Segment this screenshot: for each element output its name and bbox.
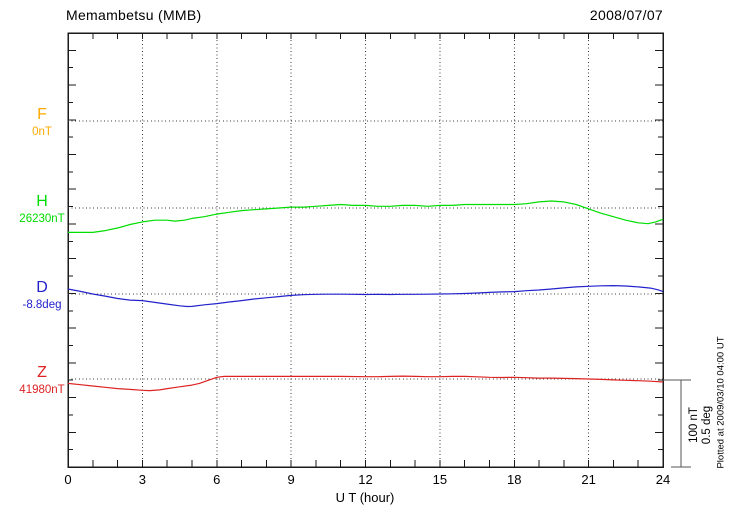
x-tick-label-18: 18 [507,472,522,487]
scale-bar-label: 100 nT 0.5 deg [688,375,716,475]
plot-date: 2008/07/07 [589,7,663,23]
scale-bar-line-deg: 0.5 deg [701,405,713,445]
component-baseline-value-H: 26230nT [19,213,65,225]
component-baseline-value-D: -8.8deg [22,299,62,311]
component-baseline-value-Z: 41980nT [19,384,65,396]
component-label-H: H 26230nT [2,194,82,226]
x-tick-label-12: 12 [358,472,373,487]
trace-H [68,200,664,233]
x-tick-label-15: 15 [432,472,448,487]
component-letter-D: D [36,279,48,296]
component-letter-Z: Z [37,364,47,381]
scale-bar-line-nt: 100 nT [688,407,700,443]
component-label-Z: Z 41980nT [2,365,82,397]
x-tick-label-21: 21 [581,472,596,487]
component-baseline-value-F: 0nT [32,126,52,138]
x-tick-label-6: 6 [213,472,221,487]
component-label-F: F 0nT [2,107,82,139]
station-title: Memambetsu (MMB) [66,7,202,23]
trace-Z [67,375,664,392]
x-tick-label-9: 9 [287,472,295,487]
component-letter-H: H [36,193,48,210]
component-letter-F: F [37,106,47,123]
trace-D [67,285,664,308]
plotted-at-note: Plotted at 2009/03/10 04:00 UT [715,336,727,469]
component-label-D: D -8.8deg [2,280,82,312]
x-tick-label-3: 3 [138,472,146,487]
x-axis-title: U T (hour) [335,490,395,505]
x-tick-label-0: 0 [64,472,72,487]
x-tick-label-24: 24 [655,472,671,487]
